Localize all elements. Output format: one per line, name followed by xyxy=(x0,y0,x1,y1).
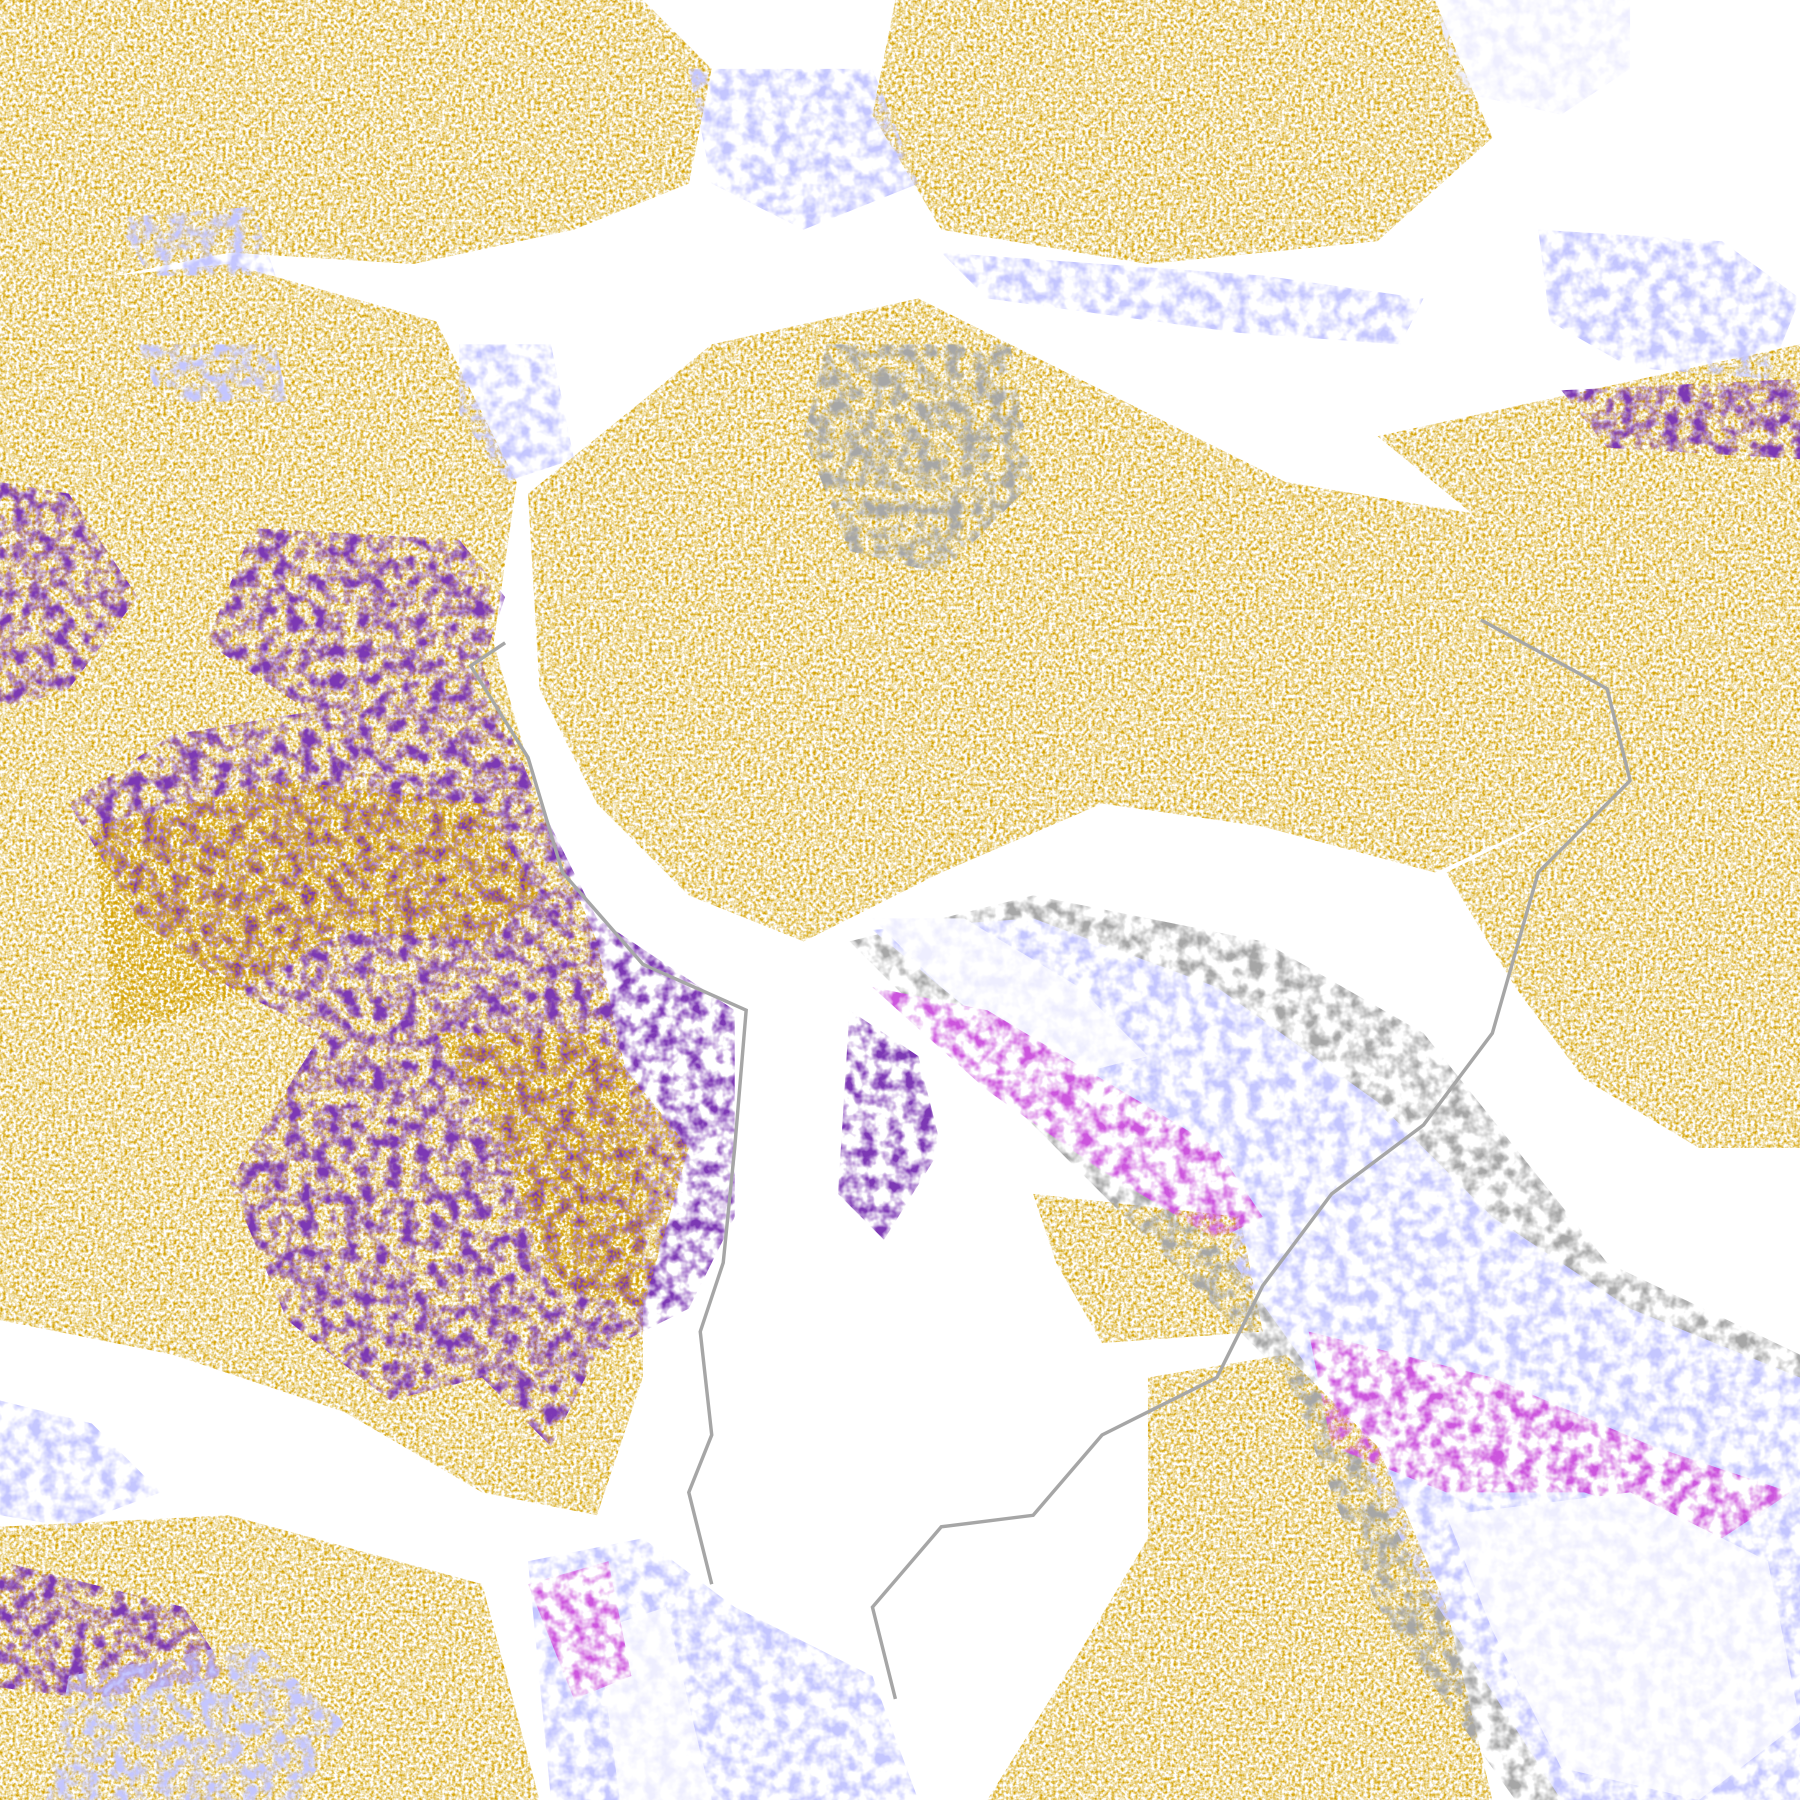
gold-brazil-east xyxy=(1377,344,1800,1148)
coastlines xyxy=(468,618,1633,1700)
gold-northeast xyxy=(872,0,1493,265)
cloud-magenta-band xyxy=(872,987,1263,1240)
gold-streak-1 xyxy=(91,780,540,1034)
coastline-east xyxy=(870,618,1633,1700)
cloud-southwest xyxy=(0,1400,161,1527)
gold-streaks xyxy=(91,780,689,1309)
cloud-band-east xyxy=(941,252,1424,345)
gold-streak-2 xyxy=(436,1033,689,1309)
gold-amazon xyxy=(528,298,1631,942)
coastline-west xyxy=(468,641,748,1585)
cloud-pale-central xyxy=(872,918,1148,1080)
purple-northeast xyxy=(1561,378,1800,460)
cloud-south-front-magenta xyxy=(528,1561,632,1699)
cloud-northeast-2 xyxy=(1538,229,1800,379)
cloud-north-4 xyxy=(137,344,287,402)
cloud-north-3 xyxy=(459,344,574,483)
cloud-north-1 xyxy=(688,68,919,230)
cloud-magenta-southeast xyxy=(1308,1331,1791,1539)
cloud-pale-southeast xyxy=(1446,1492,1800,1800)
cloud-north-5 xyxy=(114,206,276,276)
purple-northwest xyxy=(0,482,138,712)
cloud-north-2 xyxy=(803,344,1034,574)
cloud-northeast xyxy=(1434,0,1631,115)
purple-south-inland xyxy=(838,1010,942,1240)
cloud-southwest-2 xyxy=(45,1641,345,1800)
